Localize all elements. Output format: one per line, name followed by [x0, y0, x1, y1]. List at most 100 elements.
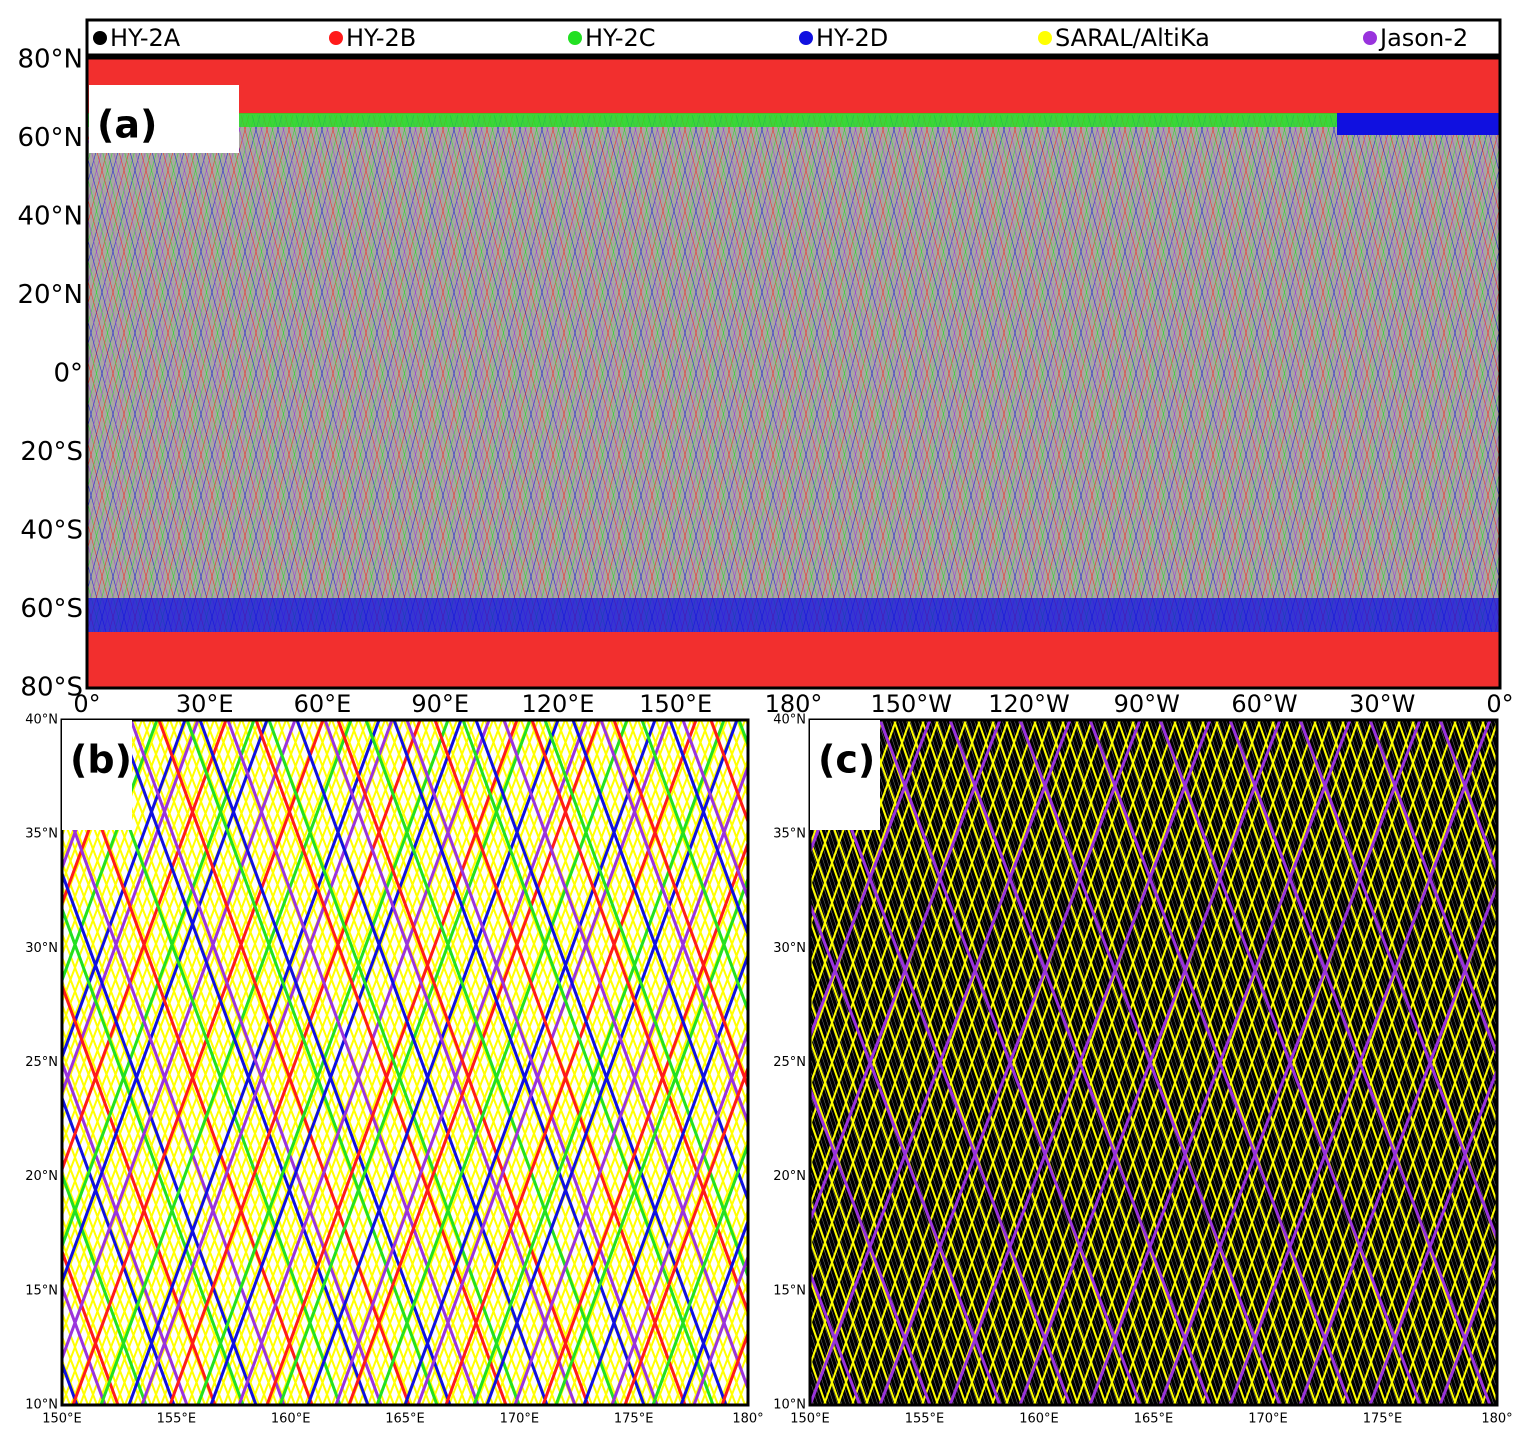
ground-track — [475, 720, 737, 1405]
y-tick-label: 40°N — [773, 713, 806, 728]
ground-track — [1313, 879, 1497, 1405]
y-tick-label: 60°S — [20, 594, 83, 624]
ground-track — [157, 720, 411, 1405]
ground-track — [1506, 720, 1533, 1405]
ground-track — [1411, 720, 1497, 966]
ground-track — [364, 720, 618, 1405]
ground-track — [1528, 115, 1533, 632]
ground-track — [1439, 409, 1500, 633]
x-tick-label: 150°E — [790, 1412, 830, 1427]
ground-track — [810, 720, 883, 929]
ground-track — [129, 720, 383, 1405]
ground-track — [933, 720, 1155, 1405]
ground-track — [347, 720, 601, 1405]
ground-track — [116, 720, 370, 1405]
ground-track — [1145, 720, 1367, 1405]
ground-track — [810, 1205, 875, 1405]
x-tick-label: 120°W — [988, 690, 1070, 718]
ground-track — [1293, 720, 1497, 1353]
ground-track — [692, 1252, 748, 1405]
ground-track — [62, 720, 314, 1405]
ground-track — [1158, 720, 1422, 1405]
ground-track — [394, 720, 656, 1405]
ground-track — [810, 893, 975, 1405]
ground-track — [1047, 720, 1289, 1405]
y-tick-label: 40°N — [17, 202, 83, 232]
ground-track — [810, 943, 959, 1405]
ground-track — [810, 1068, 919, 1405]
ground-track — [1257, 720, 1497, 1405]
ground-track — [62, 720, 200, 1098]
ground-track — [62, 720, 143, 934]
ground-track — [821, 720, 1043, 1405]
y-tick-label: 20°N — [773, 1169, 806, 1184]
ground-track — [1397, 1119, 1497, 1405]
ground-track — [0, 115, 51, 632]
ground-track — [810, 720, 1037, 1369]
ground-track — [810, 720, 911, 1009]
panel-label: (b) — [70, 738, 132, 782]
x-tick-label: 30°E — [176, 690, 234, 718]
ground-track — [502, 720, 748, 1393]
ground-track — [1018, 720, 1282, 1405]
ground-track — [1327, 919, 1497, 1405]
ground-track — [87, 580, 101, 633]
ground-track — [1321, 720, 1497, 1266]
ground-track — [582, 951, 748, 1405]
ground-track — [1153, 720, 1375, 1405]
ground-track — [1523, 115, 1533, 632]
ground-track — [637, 1112, 748, 1405]
ground-track — [810, 720, 981, 1209]
ground-track — [485, 720, 739, 1405]
ground-track — [1522, 720, 1533, 1405]
ground-track — [187, 720, 449, 1405]
ground-track — [619, 720, 748, 1061]
ground-track — [810, 769, 1015, 1405]
legend-marker — [1038, 31, 1052, 45]
ground-track — [1453, 720, 1497, 855]
ground-track — [1341, 720, 1497, 1204]
ground-track — [88, 720, 342, 1405]
y-tick-label: 35°N — [773, 827, 806, 842]
ground-track — [0, 115, 46, 632]
ground-track — [991, 720, 1233, 1405]
ground-track — [1185, 720, 1407, 1405]
legend-label: SARAL/AltiKa — [1055, 24, 1210, 52]
polar-tracks-south — [87, 632, 1500, 688]
x-tick-label: 170°E — [500, 1412, 540, 1427]
ground-track — [1033, 720, 1255, 1405]
y-tick-label: 25°N — [773, 1055, 806, 1070]
map-tracks — [0, 58, 1533, 688]
ground-track — [1406, 287, 1500, 633]
y-tick-label: 0° — [53, 359, 83, 389]
panel-label-box — [89, 85, 239, 153]
ground-track — [810, 720, 1023, 1329]
ground-track — [358, 720, 620, 1405]
legend-label: HY-2D — [816, 24, 888, 52]
ground-track — [1523, 115, 1533, 632]
ground-track — [1517, 115, 1533, 632]
ground-track — [865, 720, 1087, 1405]
ground-track — [810, 720, 939, 1089]
polar-tracks-north-d — [1337, 113, 1500, 135]
ground-track — [1005, 720, 1227, 1405]
ground-track — [646, 1136, 748, 1405]
ground-track — [948, 720, 1212, 1405]
ground-track — [810, 720, 855, 849]
ground-track — [62, 720, 170, 1005]
ground-track — [1461, 490, 1500, 633]
ground-track — [691, 720, 748, 871]
ground-track — [62, 1120, 170, 1405]
ground-track — [0, 115, 7, 632]
ground-track — [601, 1017, 748, 1405]
ground-track — [907, 720, 1149, 1405]
ground-track — [1089, 720, 1331, 1405]
ground-track — [0, 115, 13, 632]
ground-track — [1405, 720, 1497, 1004]
ground-track — [1101, 720, 1323, 1405]
ground-track — [0, 115, 35, 632]
ground-track — [1041, 720, 1263, 1405]
ground-track — [673, 720, 748, 918]
ground-track — [1524, 720, 1533, 1405]
ground-track — [474, 720, 728, 1405]
